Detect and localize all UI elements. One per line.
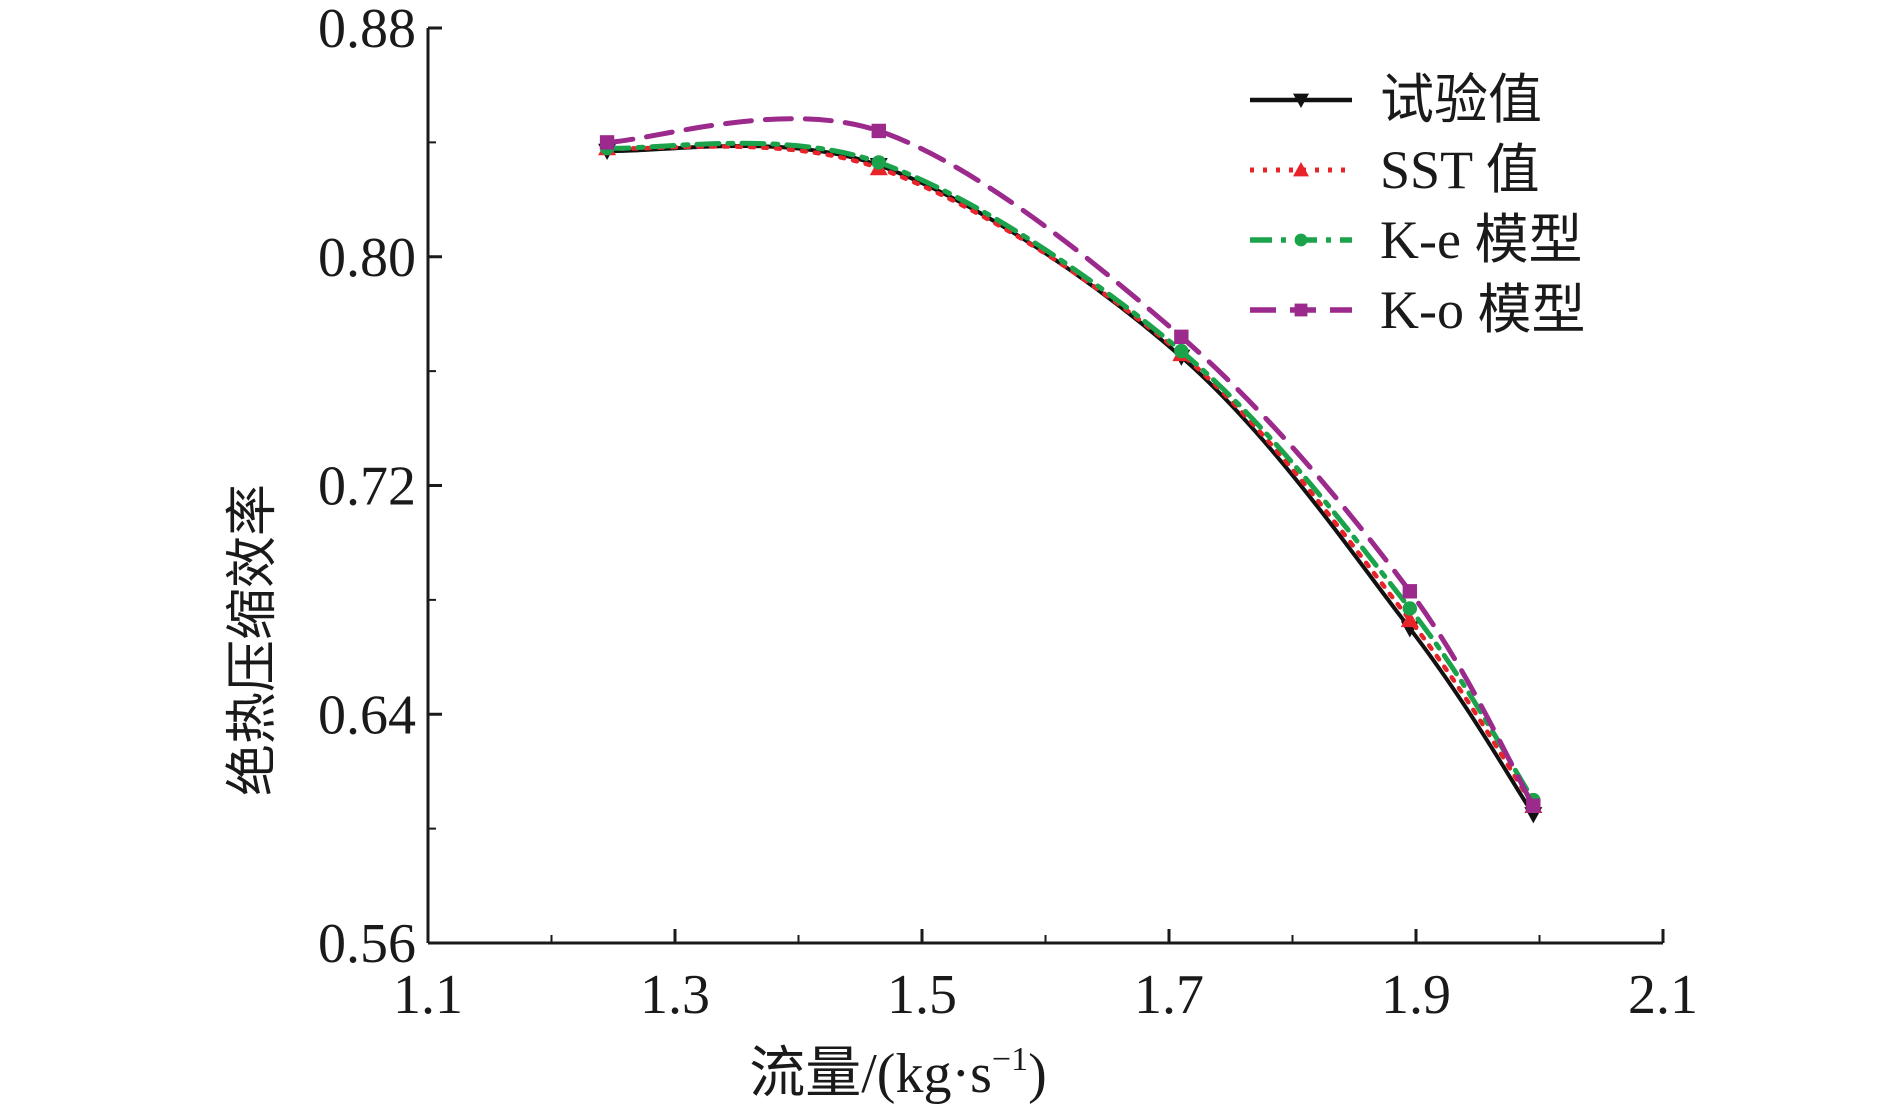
x-tick-label: 1.9 — [1381, 964, 1451, 1026]
y-tick-label: 0.72 — [318, 456, 416, 518]
x-tick-label: 1.3 — [640, 964, 710, 1026]
series-2-point — [871, 155, 886, 170]
legend-label-3: K-o 模型 — [1380, 280, 1585, 340]
series-2-point — [1402, 601, 1418, 616]
legend-marker-3 — [1294, 303, 1308, 317]
legend: 试验值 SST 值 K-e 模型 K-o 模型 — [1250, 70, 1585, 340]
x-tick-label: 2.1 — [1628, 964, 1698, 1026]
x-axis-title-suffix: ) — [1028, 1043, 1047, 1105]
y-tick-label: 0.88 — [318, 0, 416, 60]
plot-lines — [598, 116, 1543, 824]
legend-marker-1 — [1293, 162, 1309, 177]
y-tick-label: 0.64 — [318, 684, 416, 746]
legend-label-0: 试验值 — [1380, 70, 1542, 130]
y-tick-label: 0.56 — [318, 913, 416, 975]
x-axis-title-main: 流量/(kg·s — [749, 1043, 992, 1105]
series-line-1 — [604, 144, 1536, 808]
series-3-point — [871, 123, 886, 139]
series-3-point — [1402, 584, 1418, 599]
series-3-point — [1174, 329, 1189, 345]
series-3-point — [1526, 798, 1541, 813]
x-axis-title-sup: −1 — [992, 1041, 1028, 1078]
legend-marker-0 — [1293, 93, 1309, 108]
x-tick-label: 1.5 — [887, 964, 957, 1026]
legend-marker-2 — [1294, 233, 1308, 247]
x-tick-label: 1.1 — [393, 964, 463, 1026]
series-1-point — [1400, 610, 1419, 628]
axes: 1.1 1.3 1.5 1.7 1.9 2.1 0.56 0.64 0.72 0.80 0.88 — [318, 0, 1698, 1026]
x-tick-label: 1.7 — [1134, 964, 1204, 1026]
legend-label-2: K-e 模型 — [1380, 210, 1582, 270]
series-2-point — [1174, 343, 1189, 359]
x-axis-title: 流量/(kg·s−1) — [749, 1041, 1047, 1105]
y-axis-title: 绝热压缩效率 — [223, 484, 283, 796]
legend-label-1: SST 值 — [1380, 140, 1540, 200]
y-tick-label: 0.80 — [318, 227, 416, 289]
series-3-point — [599, 135, 615, 150]
